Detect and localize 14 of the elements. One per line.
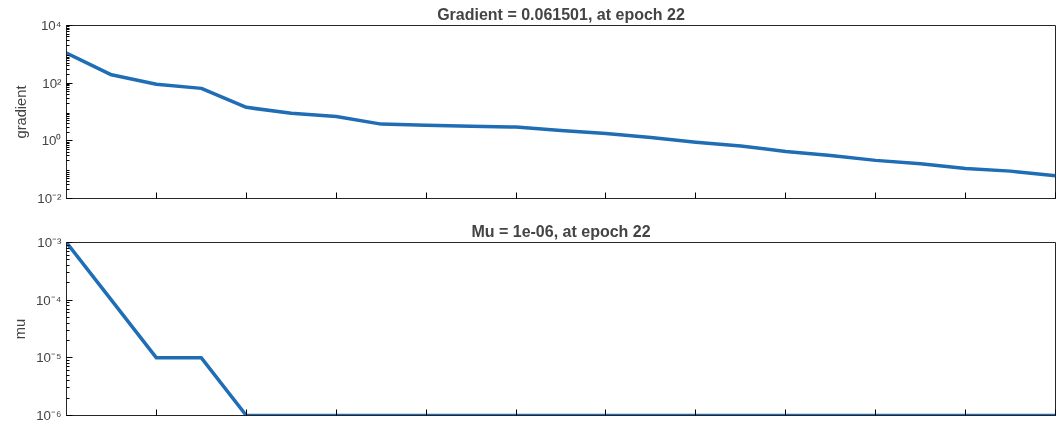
y-axis-title: mu [11,318,28,340]
y-tick-label: 10² [42,75,63,91]
chart-title: Mu = 1e-06, at epoch 22 [471,222,651,240]
y-tick-label: 10⁻⁴ [35,292,62,308]
line-series [66,51,1056,178]
y-tick-label: 10⁻⁶ [36,408,62,423]
chart-title: Gradient = 0.061501, at epoch 22 [437,5,685,23]
y-axis-title: gradient [13,85,30,139]
y-tick-label: 10⁰ [41,133,62,149]
y-tick-label: 10⁻³ [37,235,63,250]
y-tick-label: 10⁴ [40,18,62,33]
line-series [66,242,1056,416]
y-tick-label: 10⁻² [37,191,63,206]
y-tick-label: 10⁻⁵ [36,350,62,366]
